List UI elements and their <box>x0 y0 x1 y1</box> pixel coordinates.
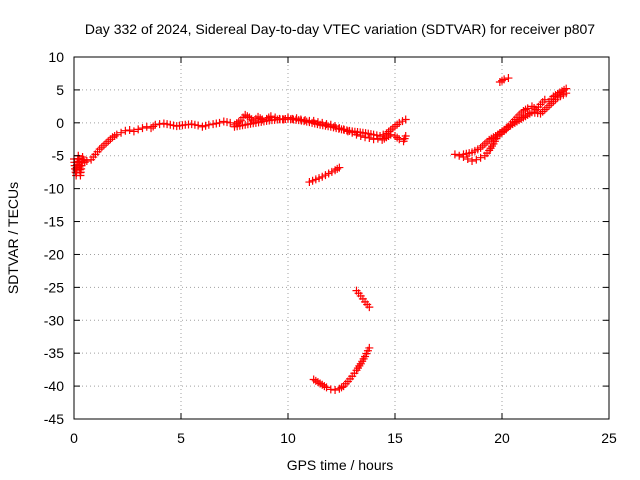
y-tick-label: -30 <box>44 312 64 328</box>
grid <box>74 57 609 419</box>
x-tick-label: 20 <box>494 430 510 446</box>
data-point <box>138 124 147 133</box>
series-deep-segment <box>352 286 374 312</box>
data-point <box>562 89 571 98</box>
axis-ticks: 0 5 10 15 20 25 -45 -40 -35 -30 -25 -20 -15 -10 -5 0 5 10 <box>44 49 617 446</box>
data-point <box>450 150 459 159</box>
y-tick-label: -35 <box>44 345 64 361</box>
series-isolated-top <box>495 74 513 87</box>
data-point <box>393 120 402 129</box>
data-point <box>401 131 410 140</box>
data-point <box>215 118 224 127</box>
data-point <box>538 107 547 116</box>
x-tick-label: 10 <box>280 430 296 446</box>
data-point <box>530 104 539 113</box>
data-point <box>468 156 477 165</box>
data-point <box>194 121 203 130</box>
data-point <box>335 163 344 172</box>
series-main-arc <box>70 110 410 180</box>
data-point <box>547 99 556 108</box>
data-point <box>388 124 397 133</box>
data-point <box>365 343 374 352</box>
data-point <box>391 122 399 131</box>
data-point <box>151 120 160 129</box>
data-point <box>545 101 554 110</box>
series-late-lower-branch <box>459 89 571 159</box>
data-point <box>386 125 395 134</box>
y-tick-label: -45 <box>44 411 64 427</box>
data-point <box>102 139 111 148</box>
y-tick-label: -20 <box>44 246 64 262</box>
x-axis-label: GPS time / hours <box>287 457 394 473</box>
x-tick-label: 0 <box>70 430 78 446</box>
y-tick-label: 0 <box>56 115 64 131</box>
data-point <box>155 120 164 129</box>
y-tick-label: -10 <box>44 181 64 197</box>
y-tick-label: 10 <box>48 49 64 65</box>
x-tick-label: 25 <box>601 430 617 446</box>
data-point <box>82 156 91 165</box>
x-tick-label: 5 <box>177 430 185 446</box>
data-point <box>478 141 487 150</box>
data-point <box>112 130 121 139</box>
y-tick-label: -25 <box>44 279 64 295</box>
data-point <box>395 135 404 144</box>
y-tick-label: -5 <box>52 148 65 164</box>
data-point <box>99 141 108 150</box>
series-short-segment <box>305 163 344 187</box>
data-point <box>480 139 489 148</box>
x-tick-label: 15 <box>387 430 403 446</box>
data-point <box>472 155 481 164</box>
data-point <box>326 385 335 394</box>
data-point <box>97 143 106 152</box>
data-point <box>117 128 126 137</box>
y-tick-label: -15 <box>44 214 64 230</box>
data-point <box>125 126 134 135</box>
plot-frame <box>73 56 610 420</box>
data-point <box>134 125 143 134</box>
data-point <box>504 74 513 83</box>
series-secondary-branch <box>230 114 410 140</box>
data-point <box>463 155 472 164</box>
data-point <box>500 75 509 84</box>
y-axis-label: SDTVAR / TECUs <box>5 182 21 294</box>
data-point <box>121 126 130 135</box>
data-point <box>104 137 113 146</box>
data-series <box>70 74 571 395</box>
data-point <box>476 153 485 162</box>
chart-title: Day 332 of 2024, Sidereal Day-to-day VTE… <box>85 21 595 37</box>
y-tick-label: -40 <box>44 378 64 394</box>
data-point <box>266 112 275 121</box>
series-deep-arc <box>309 343 374 395</box>
data-point <box>455 151 464 160</box>
data-point <box>540 95 549 104</box>
data-point <box>365 303 374 312</box>
data-point <box>322 383 331 392</box>
data-point <box>365 133 374 142</box>
data-point <box>331 386 340 395</box>
data-point <box>401 115 410 124</box>
data-point <box>129 127 138 136</box>
y-tick-label: 5 <box>56 82 64 98</box>
data-point <box>204 120 213 129</box>
